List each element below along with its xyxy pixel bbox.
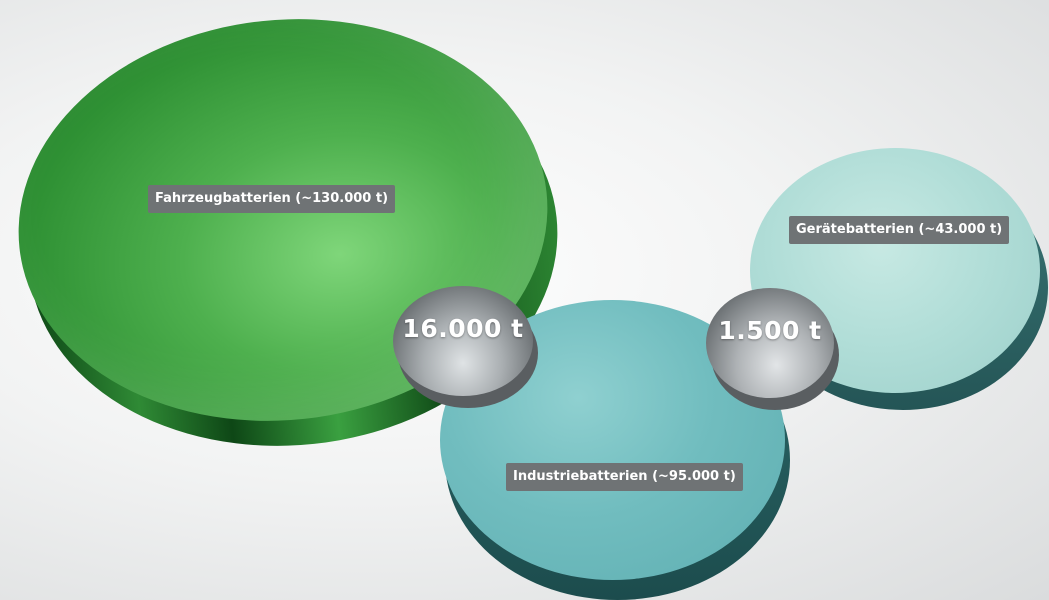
overlap-industry-devices-coin: 1.500 t — [706, 288, 834, 398]
overlap-vehicle-industry-value: 16.000 t — [402, 313, 524, 343]
device-battery-label: Gerätebatterien (~43.000 t) — [789, 216, 1010, 244]
vehicle-battery-label: Fahrzeugbatterien (~130.000 t) — [148, 185, 396, 213]
industrial-battery-label: Industriebatterien (~95.000 t) — [506, 463, 743, 491]
overlap-industry-devices-value: 1.500 t — [718, 315, 822, 345]
overlap-vehicle-industry-coin: 16.000 t — [393, 286, 533, 396]
